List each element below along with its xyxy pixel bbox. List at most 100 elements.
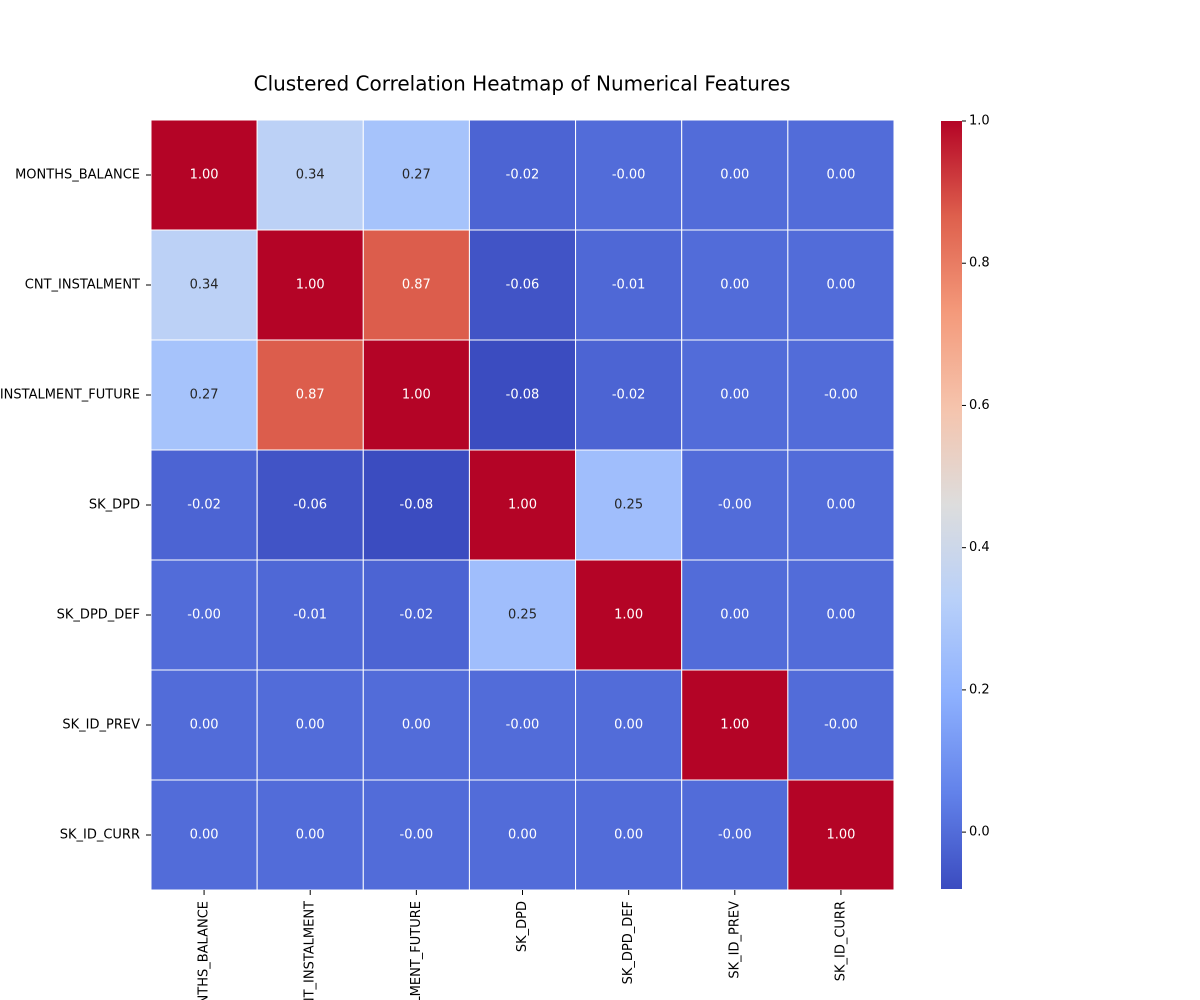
cell-label: -0.08 — [400, 498, 434, 513]
heatmap-cell — [787, 559, 895, 671]
cell-label: 1.00 — [508, 498, 537, 513]
heatmap-cell — [468, 779, 577, 891]
cell-label: 0.27 — [402, 168, 431, 183]
heatmap-cell — [681, 229, 789, 341]
heatmap-cell — [256, 339, 364, 451]
colorbar-tick-label: 0.2 — [969, 682, 990, 697]
heatmap-cell — [787, 449, 895, 561]
cell-label: -0.00 — [824, 718, 858, 733]
heatmap-cell — [575, 119, 683, 231]
heatmap-cell — [787, 339, 895, 451]
colorbar-tick-label: 0.4 — [969, 540, 990, 555]
heatmap-cell — [787, 229, 895, 341]
cell-label: 0.00 — [190, 718, 219, 733]
heatmap-cell — [150, 669, 258, 781]
cell-label: 0.34 — [190, 278, 219, 293]
heatmap-cell — [575, 339, 683, 451]
cell-label: 0.00 — [826, 278, 855, 293]
y-tick-label: SK_ID_PREV — [62, 718, 140, 733]
colorbar — [941, 121, 962, 889]
heatmap-cell — [681, 339, 789, 451]
heatmap-cell — [468, 119, 577, 231]
colorbar-tick-label: 0.0 — [969, 825, 990, 840]
cell-label: -0.00 — [187, 608, 221, 623]
cell-label: -0.00 — [400, 828, 434, 843]
y-tick-label: SK_DPD — [89, 498, 140, 513]
cell-label: 0.00 — [720, 388, 749, 403]
cell-label: 0.00 — [296, 718, 325, 733]
y-tick-label: SK_ID_CURR — [60, 828, 140, 843]
cell-label: -0.01 — [612, 278, 646, 293]
cell-label: 0.00 — [826, 498, 855, 513]
cell-label: 0.00 — [190, 828, 219, 843]
heatmap-cell — [362, 779, 470, 891]
heatmap-cell — [150, 339, 258, 451]
cell-label: 0.00 — [720, 168, 749, 183]
heatmap-cell — [362, 559, 470, 671]
heatmap-cell — [150, 229, 258, 341]
heatmap-cell — [150, 559, 258, 671]
cell-label: -0.00 — [718, 828, 752, 843]
x-tick-label: CNT_INSTALMENT — [303, 901, 318, 1000]
y-tick-label: CNT_INSTALMENT — [25, 278, 140, 293]
cell-label: 0.00 — [720, 608, 749, 623]
heatmap-cell — [256, 669, 364, 781]
heatmap-cell — [362, 229, 470, 341]
heatmap-cell — [150, 779, 258, 891]
heatmap-cell — [468, 449, 577, 561]
cell-label: -0.00 — [506, 718, 540, 733]
cell-label: 0.00 — [826, 608, 855, 623]
heatmap-cell — [681, 119, 789, 231]
heatmap-cell — [468, 339, 577, 451]
x-tick-label: SK_ID_PREV — [727, 901, 742, 979]
cell-label: 0.00 — [296, 828, 325, 843]
heatmap-cell — [362, 339, 470, 451]
cell-label: -0.02 — [400, 608, 434, 623]
cell-label: 0.00 — [720, 278, 749, 293]
heatmap-cell — [256, 119, 364, 231]
cell-label: 0.25 — [614, 498, 643, 513]
y-tick-label: SK_DPD_DEF — [57, 608, 140, 623]
cell-label: 1.00 — [826, 828, 855, 843]
heatmap-cell — [575, 669, 683, 781]
heatmap-cell — [575, 229, 683, 341]
cell-label: 0.00 — [508, 828, 537, 843]
x-tick-label: CNT_INSTALMENT_FUTURE — [409, 901, 424, 1000]
cell-label: -0.02 — [612, 388, 646, 403]
colorbar-tick-label: 1.0 — [969, 114, 990, 129]
heatmap-cell — [681, 779, 789, 891]
y-tick-label: MONTHS_BALANCE — [15, 168, 140, 183]
heatmap-cell — [468, 669, 577, 781]
cell-label: -0.02 — [187, 498, 221, 513]
heatmap-cell — [256, 449, 364, 561]
cell-label: 0.25 — [508, 608, 537, 623]
cell-label: -0.00 — [824, 388, 858, 403]
heatmap-cell — [681, 449, 789, 561]
cell-label: 0.00 — [614, 718, 643, 733]
cell-label: -0.08 — [506, 388, 540, 403]
chart-title: Clustered Correlation Heatmap of Numeric… — [254, 72, 791, 96]
cell-label: -0.00 — [612, 168, 646, 183]
cell-label: -0.06 — [506, 278, 540, 293]
cell-label: -0.00 — [718, 498, 752, 513]
x-tick-label: SK_DPD — [515, 901, 530, 952]
x-tick-label: MONTHS_BALANCE — [197, 901, 212, 1000]
colorbar-tick-label: 0.6 — [969, 398, 990, 413]
heatmap-cell — [575, 779, 683, 891]
heatmap-cell — [362, 669, 470, 781]
colorbar-tick-label: 0.8 — [969, 256, 990, 271]
cell-label: 1.00 — [296, 278, 325, 293]
cell-label: 1.00 — [402, 388, 431, 403]
heatmap-cell — [362, 119, 470, 231]
heatmap-cell — [787, 669, 895, 781]
cell-label: -0.06 — [293, 498, 327, 513]
cell-label: 0.87 — [402, 278, 431, 293]
cell-label: 0.87 — [296, 388, 325, 403]
heatmap-cell — [787, 779, 895, 891]
cell-label: 1.00 — [720, 718, 749, 733]
cell-label: 0.34 — [296, 168, 325, 183]
cell-label: 1.00 — [190, 168, 219, 183]
x-tick-label: SK_DPD_DEF — [621, 901, 636, 984]
x-tick-label: SK_ID_CURR — [833, 901, 848, 981]
